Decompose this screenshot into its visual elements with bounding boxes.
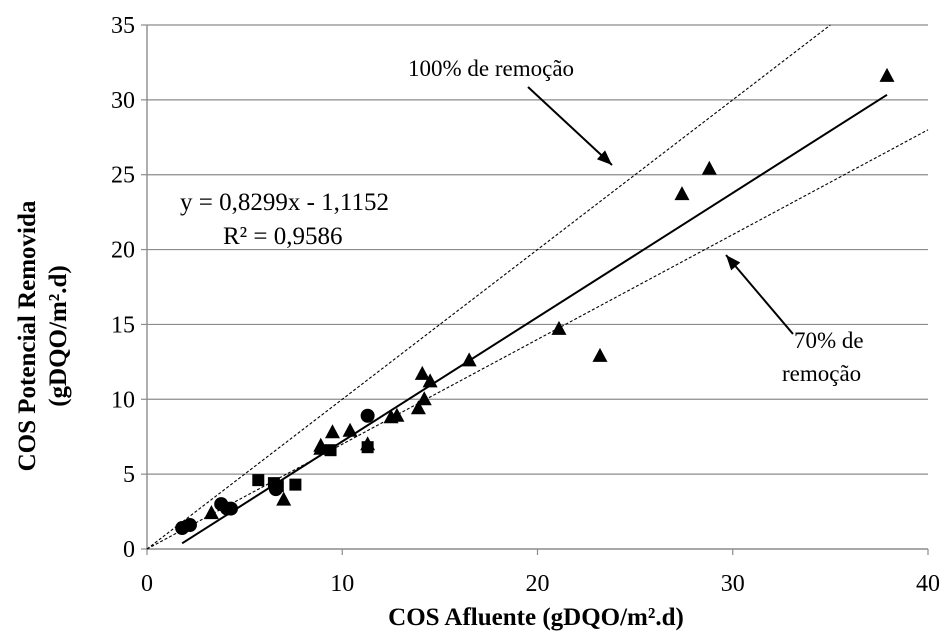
- x-tick-label: 0: [141, 571, 153, 597]
- data-point-triangle: [674, 186, 690, 201]
- axes: [141, 24, 929, 555]
- data-point-square: [271, 480, 284, 493]
- data-point-square: [252, 474, 265, 487]
- data-point-triangle: [313, 440, 329, 455]
- data-point-triangle: [203, 505, 219, 520]
- y-tick-label: 30: [111, 88, 135, 114]
- data-point-triangle: [414, 365, 430, 380]
- data-point-triangle: [276, 491, 292, 506]
- data-point-triangle: [416, 391, 432, 406]
- data-point-triangle: [551, 320, 567, 335]
- r-squared-label: R² = 0,9586: [223, 223, 343, 250]
- data-point-triangle: [342, 422, 358, 437]
- x-axis-title: COS Afluente (gDQO/m².d): [388, 604, 684, 631]
- data-point-square: [361, 441, 374, 454]
- tick-labels: 0 5 10 15 20 25 30 35 0 10 20 30 40: [111, 13, 940, 597]
- annotations: y = 0,8299x - 1,1152 R² = 0,9586 100% de…: [180, 56, 864, 386]
- data-points: [175, 67, 895, 536]
- y-axis-title-line1: COS Potencial Removida: [14, 200, 41, 471]
- y-tick-label: 35: [111, 13, 135, 39]
- arrow-70-percent-shaft: [725, 254, 794, 335]
- trendline-equation: y = 0,8299x - 1,1152: [180, 189, 389, 216]
- x-tick-label: 30: [721, 571, 745, 597]
- y-tick-label: 10: [111, 387, 135, 413]
- data-point-triangle: [410, 400, 426, 415]
- data-point-triangle: [324, 424, 340, 439]
- grid: [147, 24, 928, 475]
- arrow-100-percent-head: [596, 150, 612, 165]
- label-70-percent-line1: 70% de: [794, 328, 864, 353]
- trendline: [181, 93, 888, 545]
- x-tick-label: 40: [916, 571, 940, 597]
- x-tick-label: 20: [526, 571, 550, 597]
- arrow-100-percent-shaft: [527, 86, 613, 166]
- label-100-percent: 100% de remoção: [408, 56, 574, 81]
- y-tick-label: 5: [123, 462, 135, 488]
- y-tick-label: 25: [111, 163, 135, 189]
- y-tick-label: 0: [123, 537, 135, 563]
- y-axis-title: COS Potencial Removida (gDQO/m².d): [14, 200, 72, 471]
- data-point-square: [324, 444, 337, 457]
- trendline-group: [181, 93, 888, 545]
- data-point-triangle: [592, 347, 608, 362]
- y-axis-title-line2: (gDQO/m².d): [45, 265, 72, 407]
- reference-line-100: [146, 24, 831, 550]
- data-point-triangle: [389, 407, 405, 422]
- data-point-circle: [223, 501, 238, 516]
- y-tick-label: 20: [111, 238, 135, 264]
- data-point-square: [289, 478, 302, 491]
- x-tick-label: 10: [330, 571, 354, 597]
- data-point-triangle: [422, 373, 438, 388]
- data-point-triangle: [701, 160, 717, 175]
- label-70-percent-line2: remoção: [782, 361, 861, 386]
- data-point-circle: [360, 408, 375, 423]
- annotation-arrows: [527, 86, 794, 335]
- data-point-circle: [182, 518, 197, 533]
- data-point-triangle: [461, 352, 477, 367]
- data-point-triangle: [879, 67, 895, 82]
- reference-lines: [146, 24, 929, 550]
- arrow-70-percent-head: [726, 255, 741, 271]
- y-tick-label: 15: [111, 312, 135, 338]
